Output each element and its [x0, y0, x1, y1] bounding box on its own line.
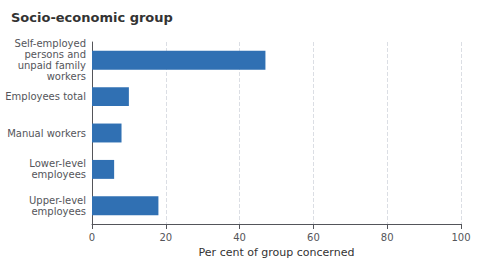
svg-text:0: 0: [89, 232, 95, 243]
svg-text:Lower-level: Lower-level: [29, 158, 86, 169]
svg-text:20: 20: [159, 232, 172, 243]
svg-text:persons and: persons and: [25, 49, 86, 60]
svg-text:40: 40: [233, 232, 246, 243]
svg-text:Per cent of group concerned: Per cent of group concerned: [199, 246, 355, 259]
svg-text:employees: employees: [31, 169, 86, 180]
svg-text:Employees total: Employees total: [5, 91, 86, 102]
svg-text:Self-employed: Self-employed: [15, 38, 86, 49]
svg-text:Upper-level: Upper-level: [29, 195, 86, 206]
svg-text:employees: employees: [31, 206, 86, 217]
svg-text:unpaid family: unpaid family: [18, 60, 86, 71]
svg-text:60: 60: [307, 232, 320, 243]
svg-text:80: 80: [381, 232, 394, 243]
svg-text:Socio-economic group: Socio-economic group: [11, 10, 173, 25]
svg-text:100: 100: [451, 232, 470, 243]
svg-text:workers: workers: [47, 71, 86, 82]
svg-text:Manual workers: Manual workers: [7, 128, 86, 139]
